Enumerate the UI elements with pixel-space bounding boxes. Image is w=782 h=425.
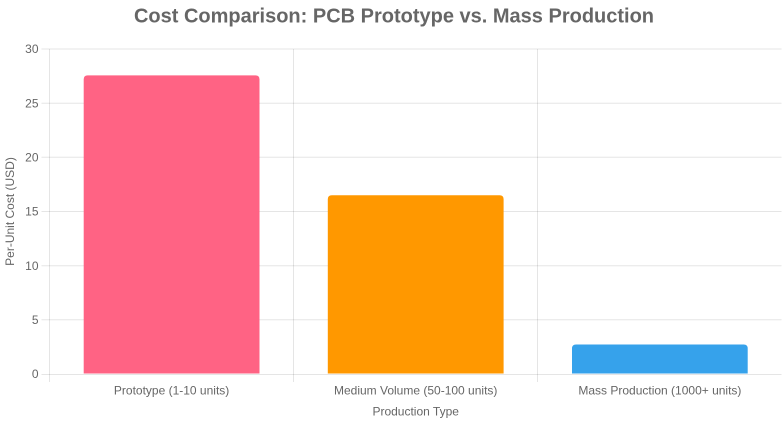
svg-text:30: 30 [25,42,39,56]
svg-text:Production Type: Production Type [372,405,459,419]
svg-text:Cost Comparison: PCB Prototype: Cost Comparison: PCB Prototype vs. Mass … [134,6,654,28]
svg-text:0: 0 [32,367,39,381]
svg-text:10: 10 [25,259,39,273]
svg-text:Mass Production (1000+ units): Mass Production (1000+ units) [578,383,741,397]
svg-text:Per-Unit Cost (USD): Per-Unit Cost (USD) [3,157,17,266]
svg-text:Prototype (1-10 units): Prototype (1-10 units) [114,383,229,397]
svg-text:15: 15 [25,205,39,219]
svg-text:5: 5 [32,313,39,327]
svg-text:20: 20 [25,151,39,165]
svg-text:Medium Volume (50-100 units): Medium Volume (50-100 units) [334,383,497,397]
svg-text:25: 25 [25,96,39,110]
